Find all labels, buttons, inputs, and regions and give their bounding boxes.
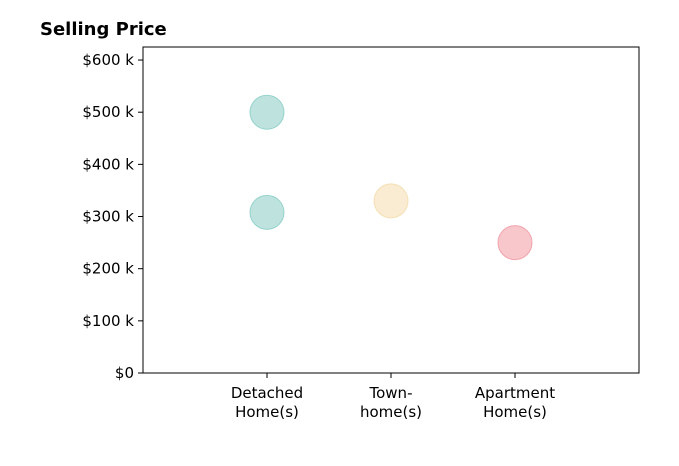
y-tick-label: $100 k: [82, 312, 134, 330]
data-point: [497, 225, 533, 261]
y-tick-label: $600 k: [82, 51, 134, 69]
y-tick-label: $500 k: [82, 103, 134, 121]
x-axis: Detached Home(s) Town-home(s) Apartment Home…: [231, 373, 555, 421]
y-tick-label: $0: [115, 364, 134, 382]
x-tick-label: Detached Home(s): [231, 384, 303, 421]
data-point: [373, 183, 409, 219]
y-tick-label: $300 k: [82, 208, 134, 226]
y-tick-label: $400 k: [82, 155, 134, 173]
x-tick-label: Apartment Home(s): [475, 384, 555, 421]
y-tick-label: $200 k: [82, 260, 134, 278]
y-axis: $0 $100 k $200 k $300 k $400 k $500 k $600 k: [82, 51, 143, 382]
x-tick-label: Town-home(s): [360, 384, 422, 421]
points-layer: [249, 94, 533, 261]
chart-title: Selling Price: [40, 19, 167, 40]
data-point: [249, 194, 285, 230]
data-point: [249, 94, 285, 130]
